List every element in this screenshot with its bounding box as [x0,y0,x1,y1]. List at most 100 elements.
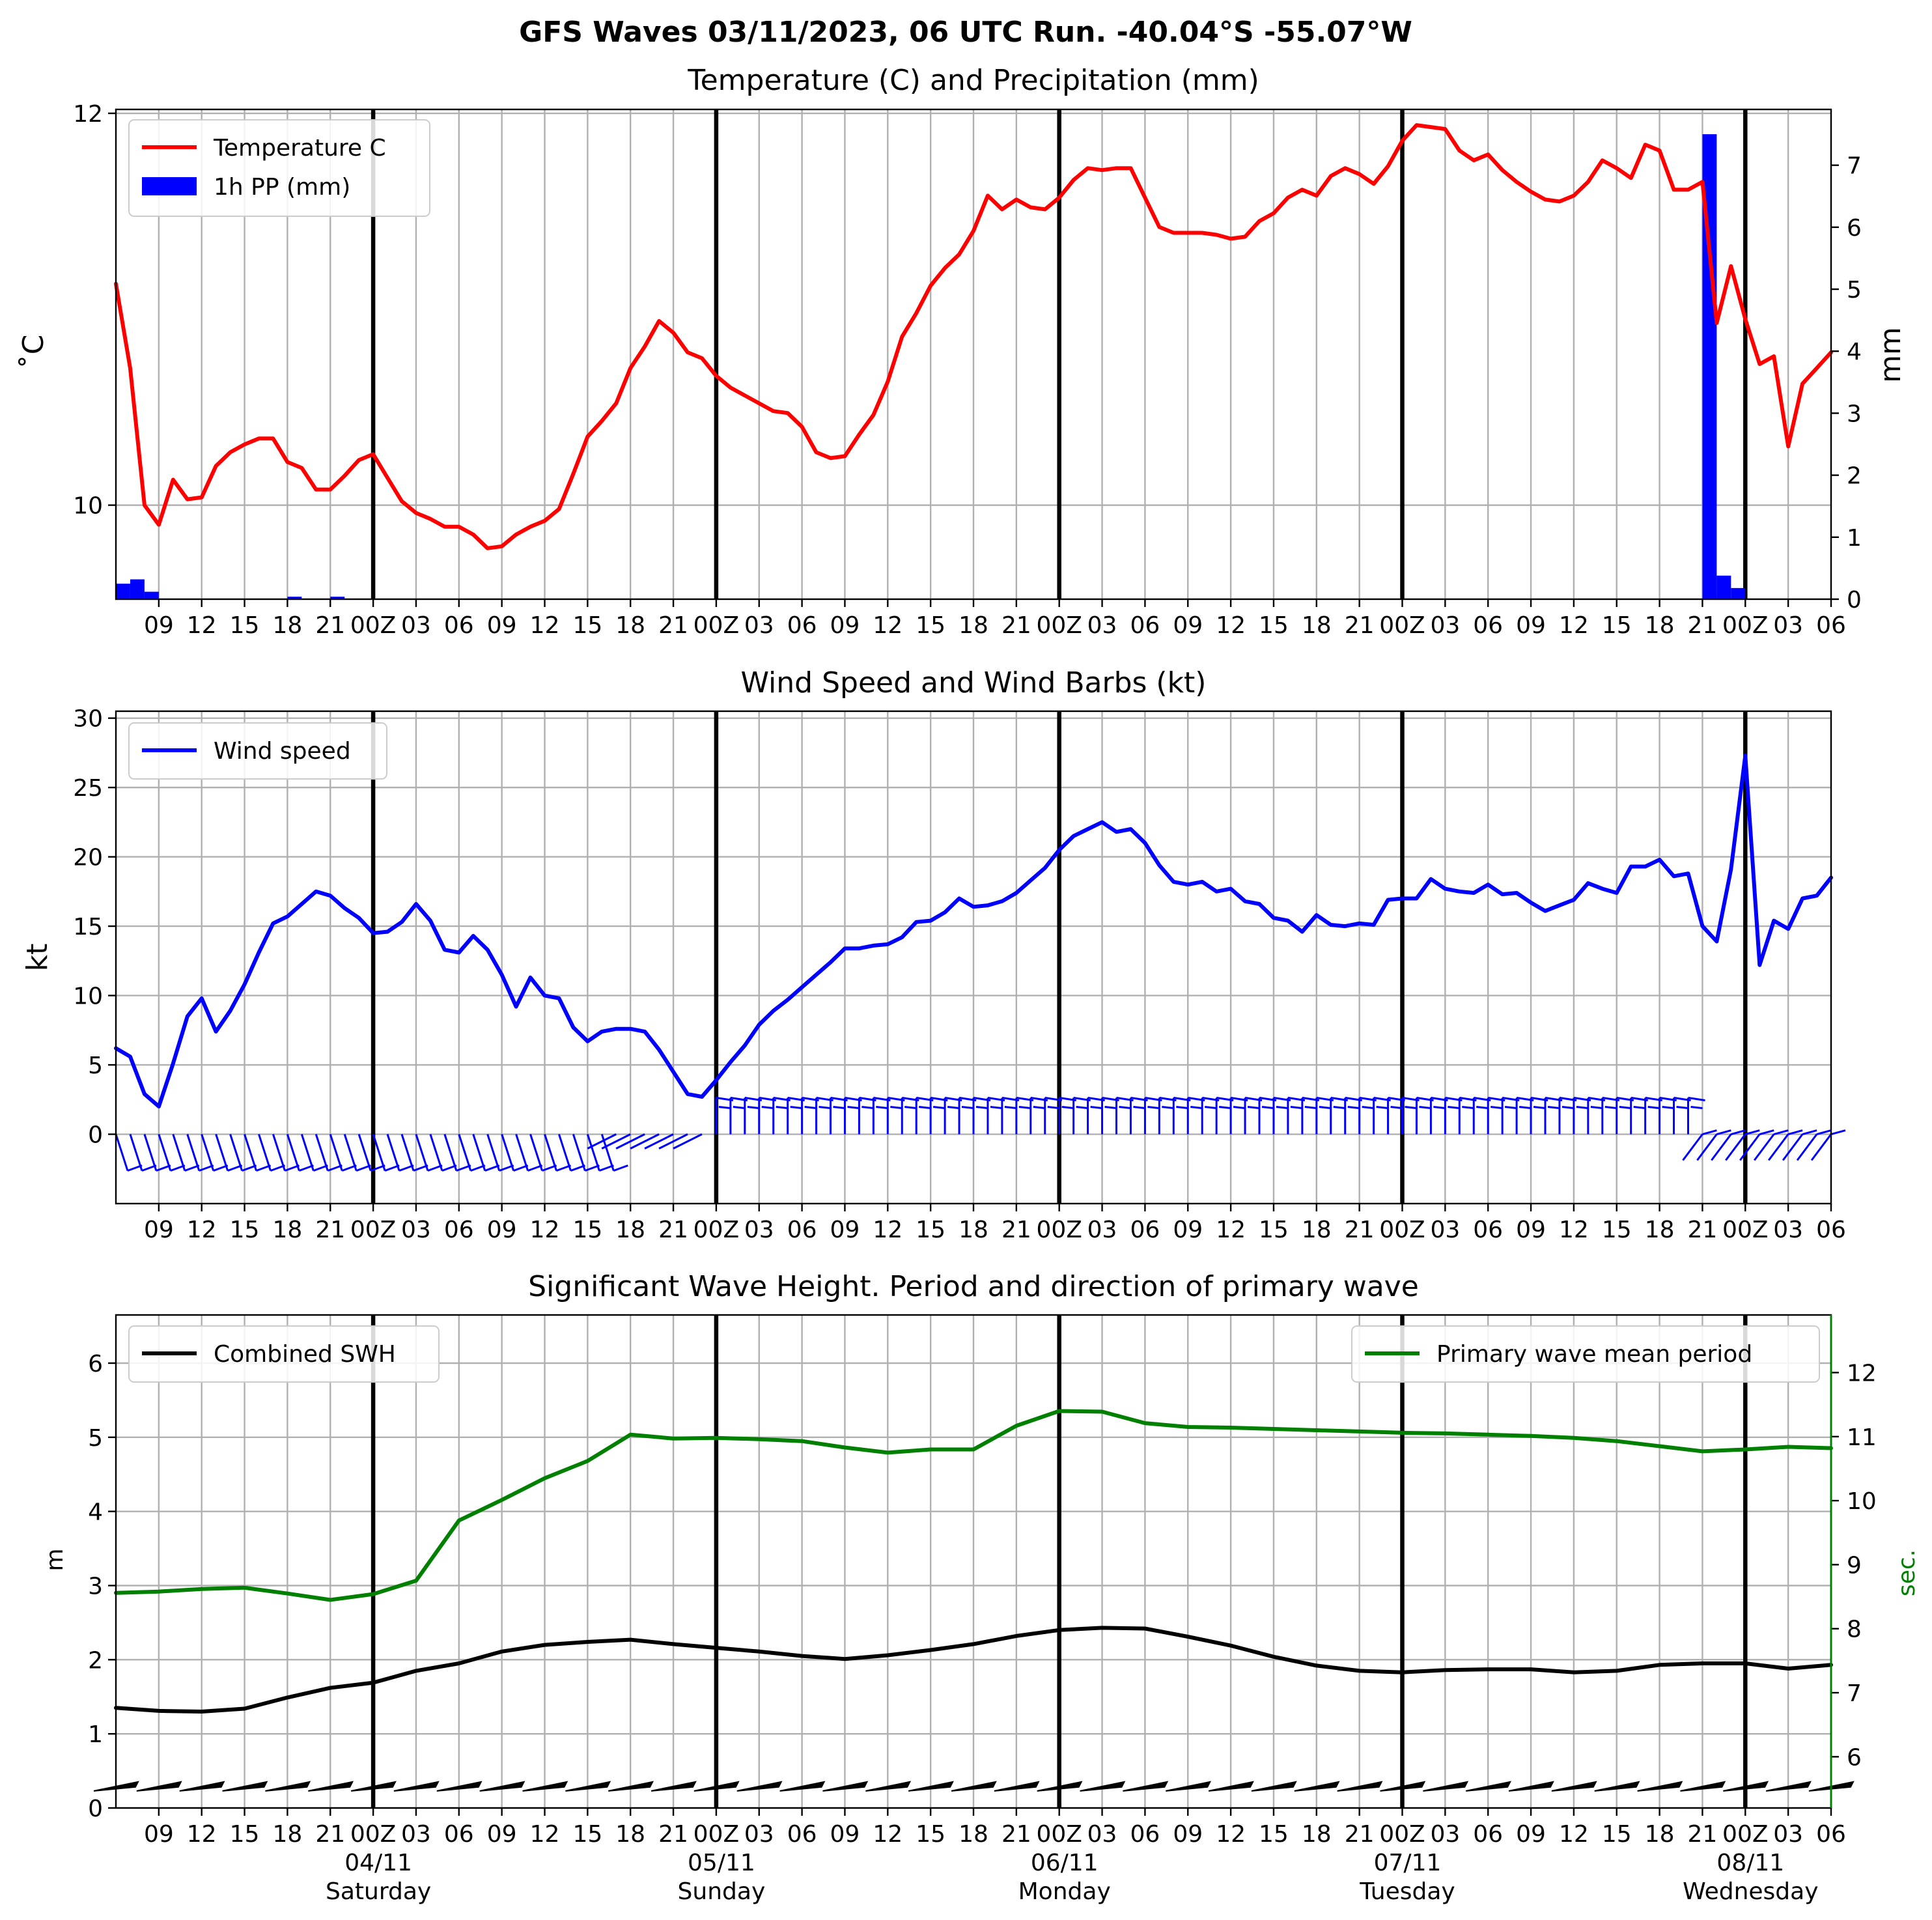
wave-direction-arrow [479,1781,525,1792]
x-tick-label: 12 [1216,1217,1246,1243]
wave-direction-arrow [565,1781,611,1792]
wave-direction-arrow [1080,1781,1126,1792]
legend-label: 1h PP (mm) [214,174,350,201]
wind-barb [286,1134,300,1171]
wave-direction-arrow [608,1781,654,1792]
wave-direction-arrow [693,1781,740,1792]
x-tick-label: 21 [1688,1821,1718,1848]
wind-chart-title: Wind Speed and Wind Barbs (kt) [741,666,1207,699]
x-tick-label: 09 [830,1217,860,1243]
wind-barb [300,1134,315,1171]
wind-barb [1682,1133,1703,1161]
wave-direction-arrow [1380,1781,1426,1792]
weekday-label: Saturday [326,1878,431,1905]
wave-direction-arrow [1166,1781,1212,1792]
wind-barb [718,1106,731,1110]
legend-label: Wind speed [214,738,351,765]
x-tick-label: 12 [530,1821,560,1848]
wind-barb [1676,1106,1688,1110]
wind-barb [1491,1106,1503,1110]
x-tick-label: 15 [572,1217,602,1243]
wave-direction-arrow [222,1781,268,1792]
wind-barb [1504,1106,1517,1110]
x-tick-label: 21 [1688,1217,1718,1243]
wind-barb [586,1134,600,1171]
wind-barb [1533,1106,1546,1110]
wind-barb [1018,1106,1031,1110]
wind-barb [1390,1106,1403,1110]
x-tick-label: 15 [572,612,602,639]
wave-direction-arrow [1123,1781,1169,1792]
wind-barb [1476,1106,1489,1110]
wind-barb [1462,1106,1474,1110]
wind-barb [1176,1106,1188,1110]
wave-direction-arrow [651,1781,697,1792]
y-right-tick-label: 0 [1847,587,1862,614]
wind-barb [143,1134,158,1171]
x-tick-label: 00Z [1379,1217,1425,1243]
x-tick-label: 18 [615,1821,645,1848]
x-tick-label: 00Z [693,1217,739,1243]
wind-barb [1830,1129,1846,1135]
wind-barb [658,1133,688,1150]
wave-direction-arrow [350,1781,397,1792]
x-tick-label: 21 [658,1821,688,1848]
wind-barb [1619,1106,1631,1110]
y-tick-label: 6 [88,1351,103,1377]
wind-barb [1810,1133,1832,1161]
precip-bar [1716,575,1731,599]
wave-direction-arrow [308,1781,354,1792]
wind-barb [1362,1106,1374,1110]
x-tick-label: 09 [830,612,860,639]
precip-bar [1702,134,1717,600]
x-tick-label: 12 [873,1217,903,1243]
wind-barb [258,1134,272,1171]
wind-barb [1753,1133,1775,1161]
wind-barb [947,1106,960,1110]
x-tick-label: 15 [916,612,945,639]
wave-direction-arrow [1251,1781,1297,1792]
wind-barb [847,1106,860,1110]
x-tick-label: 03 [744,1217,774,1243]
wind-barb [904,1106,917,1110]
x-tick-label: 12 [873,612,903,639]
legend: Combined SWH [128,1325,440,1383]
wind-barb [747,1106,759,1110]
x-tick-label: 03 [744,612,774,639]
wind-barb [601,1133,631,1150]
x-tick-label: 21 [658,612,688,639]
wind-barb [1247,1106,1260,1110]
wind-barb [1604,1106,1617,1110]
wind-barb [1433,1106,1446,1110]
wind-barb [1744,1129,1760,1135]
wind-barb [315,1134,329,1171]
wind-barb [529,1134,543,1171]
x-tick-label: 00Z [350,1217,396,1243]
wind-barb [1702,1129,1717,1135]
wind-barb [1725,1133,1746,1161]
x-tick-label: 12 [1216,612,1246,639]
x-tick-label: 00Z [1036,612,1082,639]
wind-barb [1162,1106,1174,1110]
y-tick-label: 30 [73,706,103,733]
wave-direction-arrow [1594,1781,1640,1792]
wind-barb [1233,1106,1246,1110]
wind-barb [1405,1106,1417,1110]
wind-barb [1076,1106,1088,1110]
wind-barb [129,1134,143,1171]
wind-barb [400,1134,415,1171]
wind-barb [1690,1106,1703,1110]
x-tick-label: 00Z [350,612,396,639]
x-tick-label: 09 [144,1821,174,1848]
wave-y-axis-label: m [42,1548,68,1571]
x-tick-label: 06 [1130,1821,1160,1848]
wind-barb [861,1106,874,1110]
temp-chart-title: Temperature (C) and Precipitation (mm) [687,64,1259,97]
wave-direction-arrow [436,1781,483,1792]
wind-barb [1218,1106,1231,1110]
x-tick-label: 03 [1430,612,1460,639]
y-tick-label: 1 [88,1721,103,1748]
wind-barb [819,1106,831,1110]
wind-barb [1688,1097,1705,1102]
wind-barb [1119,1106,1131,1110]
